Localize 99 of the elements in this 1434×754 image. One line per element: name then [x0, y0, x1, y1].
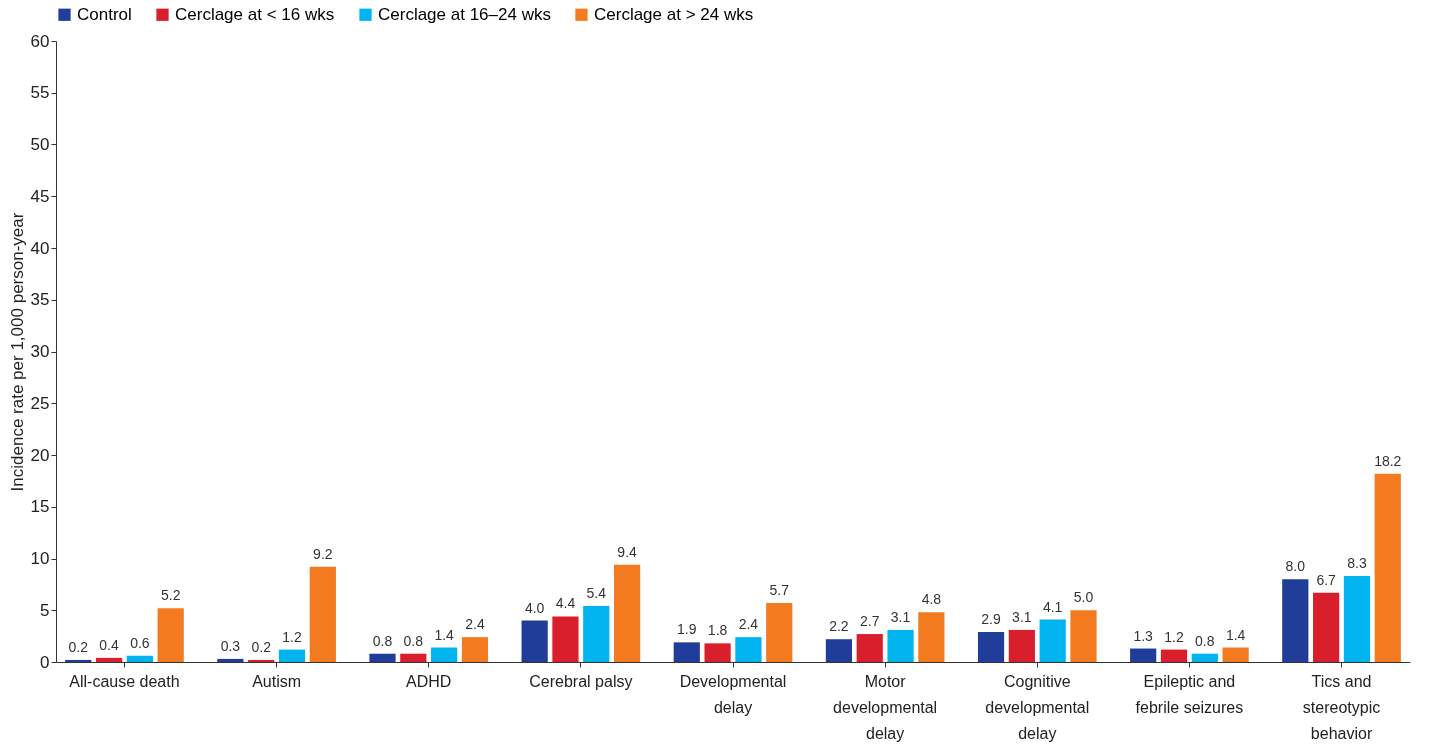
- data-label: 8.3: [1347, 555, 1367, 572]
- data-label: 1.4: [434, 626, 455, 643]
- bar: [977, 631, 1005, 662]
- data-label: 9.4: [617, 543, 638, 560]
- data-label: 0.2: [68, 638, 89, 655]
- data-label: 4.0: [524, 599, 545, 616]
- bar: [521, 620, 548, 662]
- bar: [887, 629, 914, 662]
- bar: [1130, 648, 1157, 662]
- y-tick-label: 30: [30, 342, 50, 361]
- bar: [1039, 619, 1066, 662]
- data-label: 3.1: [1012, 608, 1032, 625]
- data-label: 18.2: [1374, 452, 1402, 469]
- x-tick-label: Developmental delay: [679, 672, 787, 716]
- x-tick-label: ADHD: [406, 672, 452, 690]
- y-tick-label: 45: [30, 186, 50, 206]
- bar: [766, 603, 793, 662]
- bar: [1282, 579, 1309, 662]
- data-label: 8.0: [1285, 558, 1306, 575]
- bar: [217, 658, 244, 662]
- bar: [552, 616, 579, 662]
- y-tick-label: 35: [30, 290, 50, 310]
- y-axis-title: Incidence rate per 1,000 person-year: [7, 212, 27, 492]
- bar: [1343, 576, 1371, 662]
- data-label: 1.3: [1133, 627, 1154, 644]
- bar: [431, 647, 458, 662]
- data-label: 5.0: [1073, 589, 1094, 606]
- x-tick-label: Autism: [252, 672, 302, 690]
- x-tick-label: Cerebral palsy: [529, 672, 633, 690]
- data-label: 2.9: [981, 610, 1001, 627]
- bar: [1191, 653, 1218, 662]
- legend-label: Control: [77, 4, 132, 24]
- bar: [369, 653, 396, 662]
- y-tick-label: 20: [30, 445, 50, 465]
- bar: [157, 608, 184, 662]
- data-label: 1.9: [677, 621, 697, 638]
- data-label: 0.6: [130, 634, 150, 651]
- bar: [614, 564, 641, 662]
- legend-label: Cerclage at < 16 wks: [175, 4, 335, 24]
- data-label: 0.4: [99, 636, 119, 653]
- bar: [278, 649, 306, 662]
- data-label: 0.8: [372, 632, 393, 649]
- data-label: 4.4: [555, 595, 576, 612]
- y-tick-label: 40: [30, 238, 50, 258]
- y-tick-label: 15: [30, 497, 50, 517]
- bar: [400, 653, 427, 662]
- data-label: 1.2: [282, 628, 302, 645]
- data-label: 5.2: [160, 587, 181, 604]
- data-label: 9.2: [313, 545, 333, 562]
- data-label: 6.7: [1316, 571, 1337, 588]
- data-label: 1.4: [1225, 626, 1246, 643]
- bar: [1070, 610, 1097, 662]
- bar: [1374, 473, 1401, 662]
- bar: [248, 659, 275, 662]
- legend-label: Cerclage at > 24 wks: [594, 4, 754, 24]
- x-tick-label: Motor developmental delay: [833, 672, 938, 742]
- y-tick-label: 55: [30, 83, 50, 103]
- data-label: 0.2: [251, 638, 272, 655]
- data-label: 5.4: [586, 585, 607, 602]
- data-label: 5.7: [769, 582, 790, 599]
- data-label: 1.2: [1164, 628, 1184, 645]
- bar: [1008, 629, 1035, 662]
- y-tick-label: 60: [30, 31, 50, 51]
- bar: [461, 637, 489, 662]
- bar: [126, 655, 153, 662]
- data-label: 2.2: [829, 618, 849, 635]
- legend-label: Cerclage at 16–24 wks: [378, 4, 551, 24]
- data-label: 2.7: [859, 613, 880, 630]
- bar: [1160, 649, 1188, 662]
- bar: [65, 659, 92, 662]
- y-tick-label: 5: [40, 600, 50, 620]
- data-label: 1.8: [707, 622, 728, 639]
- x-tick-label: Cognitive developmental delay: [985, 672, 1090, 742]
- bar: [583, 606, 610, 662]
- y-tick-label: 25: [30, 393, 50, 413]
- data-label: 0.8: [403, 632, 424, 649]
- data-label: 3.1: [890, 608, 911, 625]
- data-label: 4.8: [921, 591, 942, 608]
- data-label: 2.4: [738, 616, 759, 633]
- bar: [1222, 647, 1249, 662]
- y-tick-label: 50: [30, 135, 50, 154]
- bar: [856, 634, 883, 662]
- bar: [1313, 592, 1340, 662]
- bar: [704, 643, 731, 662]
- bar: [825, 639, 852, 662]
- bar: [95, 657, 123, 662]
- y-tick-label: 0: [40, 652, 50, 672]
- data-label: 0.3: [220, 637, 241, 654]
- bar: [918, 612, 945, 662]
- x-tick-label: Epileptic and febrile seizures: [1135, 672, 1244, 716]
- x-tick-label: Tics and stereotypic behavior: [1302, 672, 1381, 742]
- data-label: 2.4: [465, 616, 485, 633]
- bar: [309, 566, 336, 662]
- x-tick-label: All-cause death: [69, 672, 180, 690]
- bar: [673, 642, 700, 662]
- data-label: 4.1: [1042, 598, 1063, 615]
- y-tick-label: 10: [30, 549, 50, 568]
- data-label: 0.8: [1195, 632, 1215, 649]
- bar: [735, 637, 762, 662]
